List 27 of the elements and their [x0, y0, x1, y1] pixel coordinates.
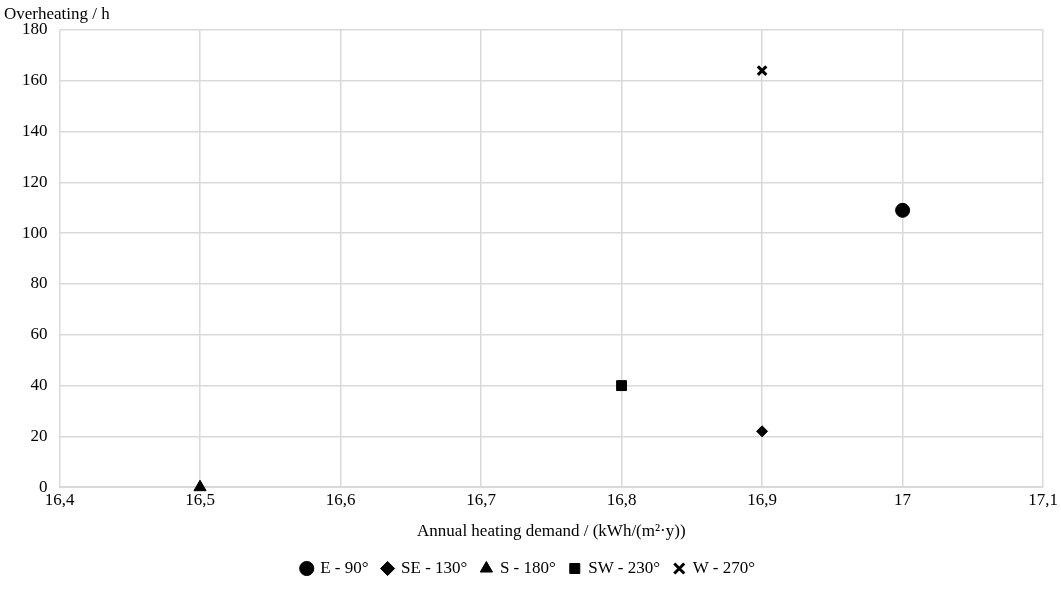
legend-label: W - 270°: [692, 557, 755, 577]
legend-label: SE - 130°: [401, 557, 468, 577]
point: [895, 202, 911, 218]
legend-label: E - 90°: [320, 557, 369, 577]
legend-label: S - 180°: [499, 557, 556, 577]
x-tick-label: 17,1: [1028, 489, 1058, 509]
point: [756, 64, 768, 77]
x-tick-label: 16,6: [325, 489, 356, 509]
y-tick-label: 140: [22, 121, 48, 141]
point: [616, 380, 628, 392]
y-tick-label: 0: [39, 476, 48, 496]
x-tick-label: 16,5: [185, 489, 215, 509]
y-tick-label: 40: [30, 375, 48, 395]
x-tick-label: 16,9: [747, 489, 777, 509]
x-tick-label: 16,7: [466, 489, 497, 509]
y-tick-label: 60: [30, 324, 48, 344]
y-tick-label: 80: [30, 273, 48, 293]
legend-label: SW - 230°: [588, 557, 660, 577]
x-tick-label: 17: [894, 489, 912, 509]
point: [756, 425, 769, 438]
y-tick-label: 20: [30, 425, 48, 445]
y-tick-label: 160: [22, 70, 48, 90]
y-tick-label: 120: [22, 171, 48, 191]
x-tick-label: 16,8: [606, 489, 637, 509]
x-axis-title: Annual heating demand / (kWh/(m²·y)): [417, 521, 686, 541]
point: [193, 479, 207, 492]
y-tick-label: 100: [22, 222, 48, 242]
